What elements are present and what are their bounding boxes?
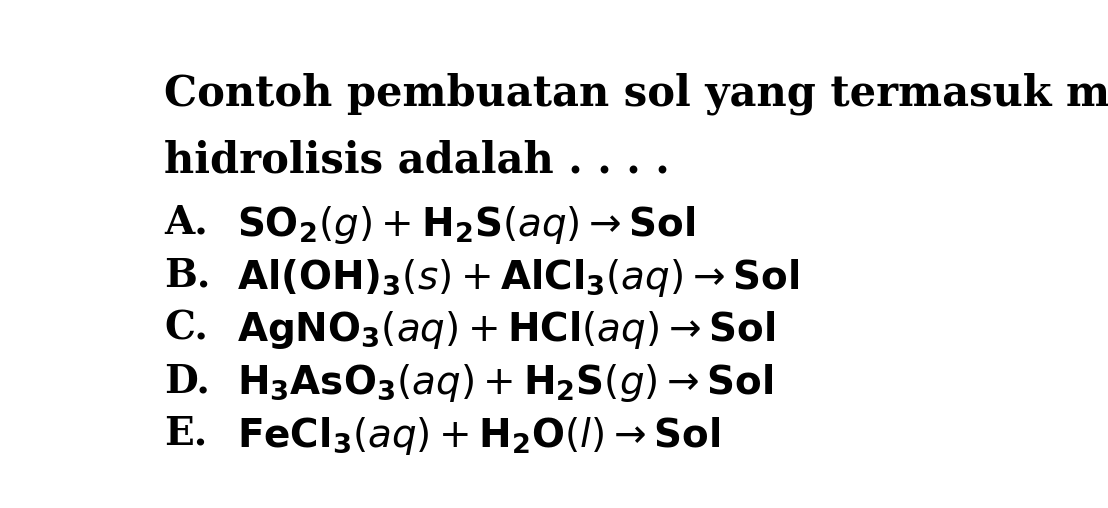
Text: Contoh pembuatan sol yang termasuk metode: Contoh pembuatan sol yang termasuk metod… bbox=[164, 73, 1108, 115]
Text: E.: E. bbox=[164, 415, 207, 453]
Text: C.: C. bbox=[164, 309, 208, 347]
Text: $\mathbf{H_3AsO_3}(\mathit{aq}) + \mathbf{H_2S}(\mathit{g}) \rightarrow \mathbf{: $\mathbf{H_3AsO_3}(\mathit{aq}) + \mathb… bbox=[237, 362, 773, 404]
Text: $\mathbf{FeCl_3}(\mathit{aq}) + \mathbf{H_2O}(\mathit{l}) \rightarrow \mathbf{So: $\mathbf{FeCl_3}(\mathit{aq}) + \mathbf{… bbox=[237, 415, 720, 457]
Text: $\mathbf{SO_2}(\mathit{g}) + \mathbf{H_2S}(\mathit{aq}) \rightarrow \mathbf{Sol}: $\mathbf{SO_2}(\mathit{g}) + \mathbf{H_2… bbox=[237, 204, 696, 246]
Text: $\mathbf{Al(OH)_3}(\mathit{s}) + \mathbf{AlCl_3}(\mathit{aq}) \rightarrow \mathb: $\mathbf{Al(OH)_3}(\mathit{s}) + \mathbf… bbox=[237, 257, 799, 299]
Text: B.: B. bbox=[164, 257, 211, 295]
Text: hidrolisis adalah . . . .: hidrolisis adalah . . . . bbox=[164, 139, 670, 181]
Text: $\mathbf{AgNO_3}(\mathit{aq}) + \mathbf{HCl}(\mathit{aq}) \rightarrow \mathbf{So: $\mathbf{AgNO_3}(\mathit{aq}) + \mathbf{… bbox=[237, 309, 776, 352]
Text: D.: D. bbox=[164, 362, 211, 400]
Text: A.: A. bbox=[164, 204, 208, 242]
